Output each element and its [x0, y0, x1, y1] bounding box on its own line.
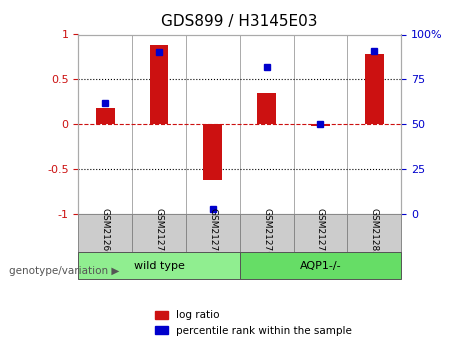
- Bar: [311, 124, 330, 126]
- Legend: log ratio, percentile rank within the sample: log ratio, percentile rank within the sa…: [151, 306, 356, 340]
- Bar: [150, 45, 168, 124]
- Text: GSM21266: GSM21266: [101, 208, 110, 257]
- FancyBboxPatch shape: [186, 214, 240, 252]
- FancyBboxPatch shape: [240, 214, 294, 252]
- FancyBboxPatch shape: [78, 252, 240, 279]
- FancyBboxPatch shape: [132, 214, 186, 252]
- Bar: [203, 124, 222, 180]
- FancyBboxPatch shape: [294, 214, 347, 252]
- Text: GSM21270: GSM21270: [262, 208, 271, 257]
- FancyBboxPatch shape: [347, 214, 401, 252]
- Text: GSM21273: GSM21273: [316, 208, 325, 257]
- Text: GSM21282: GSM21282: [370, 208, 378, 257]
- Text: GSM21279: GSM21279: [208, 208, 217, 257]
- FancyBboxPatch shape: [240, 252, 401, 279]
- Bar: [257, 93, 276, 124]
- Title: GDS899 / H3145E03: GDS899 / H3145E03: [161, 14, 318, 29]
- Text: AQP1-/-: AQP1-/-: [300, 261, 341, 270]
- Bar: [96, 108, 115, 124]
- Bar: [365, 54, 384, 124]
- Text: genotype/variation ▶: genotype/variation ▶: [9, 266, 119, 276]
- Text: GSM21276: GSM21276: [154, 208, 164, 257]
- FancyBboxPatch shape: [78, 214, 132, 252]
- Text: wild type: wild type: [134, 261, 184, 270]
